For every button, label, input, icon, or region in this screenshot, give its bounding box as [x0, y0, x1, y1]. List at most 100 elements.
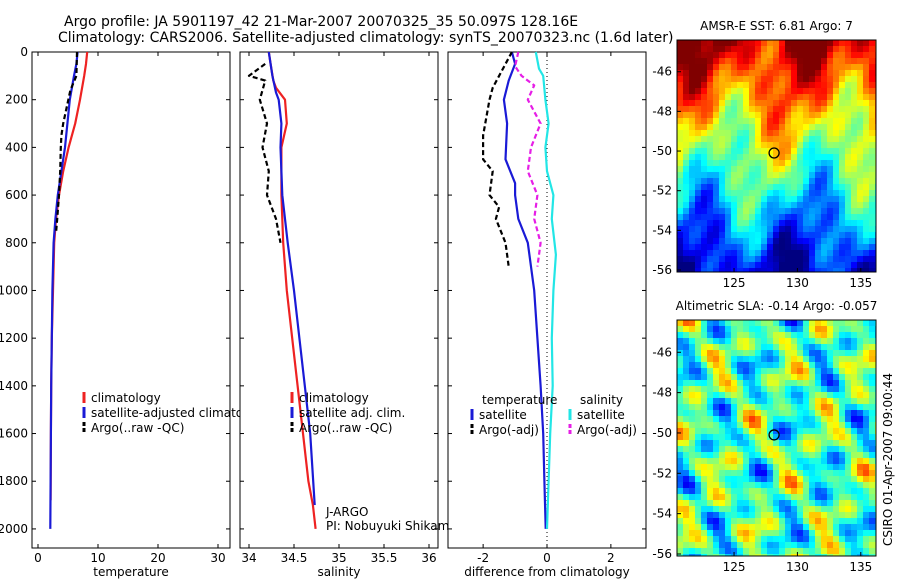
map-cell: [773, 410, 780, 417]
map-cell: [827, 154, 834, 161]
map-cell: [815, 154, 822, 161]
map-cell: [773, 536, 780, 543]
map-cell: [719, 118, 726, 125]
map-cell: [719, 250, 726, 257]
map-cell: [689, 58, 696, 65]
map-cell: [827, 506, 834, 513]
map-cell: [851, 172, 858, 179]
map-cell: [713, 452, 720, 459]
map-cell: [677, 482, 684, 489]
map-cell: [791, 350, 798, 357]
map-cell: [749, 452, 756, 459]
map-cell: [695, 410, 702, 417]
map-cell: [851, 392, 858, 399]
map-cell: [731, 476, 738, 483]
map-cell: [731, 208, 738, 215]
map-cell: [695, 422, 702, 429]
map-cell: [755, 136, 762, 143]
map-cell: [761, 76, 768, 83]
map-cell: [725, 416, 732, 423]
map-cell: [797, 548, 804, 555]
map-cell: [767, 76, 774, 83]
map-cell: [737, 476, 744, 483]
map-cell: [821, 512, 828, 519]
map-cell: [857, 362, 864, 369]
map-cell: [839, 160, 846, 167]
map-cell: [797, 124, 804, 131]
map-cell: [809, 326, 816, 333]
map-cell: [845, 262, 852, 269]
map-cell: [713, 196, 720, 203]
map-cell: [707, 262, 714, 269]
map-cell: [719, 196, 726, 203]
map-cell: [797, 452, 804, 459]
map-cell: [755, 208, 762, 215]
map-cell: [785, 428, 792, 435]
map-cell: [845, 88, 852, 95]
map-cell: [725, 326, 732, 333]
map-cell: [743, 268, 750, 272]
map-cell: [749, 416, 756, 423]
map-cell: [845, 374, 852, 381]
map-cell: [803, 208, 810, 215]
map-cell: [737, 94, 744, 101]
map-cell: [827, 130, 834, 137]
map-cell: [683, 94, 690, 101]
map-cell: [737, 446, 744, 453]
map-cell: [857, 386, 864, 393]
map-cell: [851, 190, 858, 197]
map-cell: [683, 518, 690, 525]
map-cell: [743, 410, 750, 417]
map-cell: [863, 148, 870, 155]
map-cell: [743, 500, 750, 507]
map-cell: [767, 46, 774, 53]
map-cell: [773, 530, 780, 537]
map-cell: [815, 76, 822, 83]
map-cell: [737, 82, 744, 89]
map-cell: [749, 46, 756, 53]
map-cell: [707, 256, 714, 263]
map-cell: [773, 458, 780, 465]
map-cell: [851, 268, 858, 272]
map-cell: [863, 250, 870, 257]
map-cell: [695, 386, 702, 393]
map-cell: [707, 440, 714, 447]
map-cell: [791, 332, 798, 339]
map-cell: [827, 106, 834, 113]
map-cell: [749, 482, 756, 489]
map-y-tick-label: -48: [652, 104, 672, 118]
map-cell: [773, 344, 780, 351]
map-cell: [815, 82, 822, 89]
map-cell: [779, 326, 786, 333]
map-cell: [809, 58, 816, 65]
map-cell: [827, 64, 834, 71]
map-cell: [803, 434, 810, 441]
map-cell: [821, 256, 828, 263]
map-cell: [809, 524, 816, 531]
map-cell: [695, 58, 702, 65]
map-cell: [749, 226, 756, 233]
map-cell: [839, 326, 846, 333]
map-cell: [707, 100, 714, 107]
map-cell: [851, 46, 858, 53]
map-cell: [755, 148, 762, 155]
map-cell: [773, 82, 780, 89]
map-cell: [695, 232, 702, 239]
map-cell: [719, 76, 726, 83]
map-cell: [809, 178, 816, 185]
map-cell: [839, 106, 846, 113]
map-cell: [701, 112, 708, 119]
map-cell: [767, 172, 774, 179]
map-cell: [731, 130, 738, 137]
map-cell: [695, 350, 702, 357]
map-cell: [833, 106, 840, 113]
map-cell: [839, 422, 846, 429]
map-cell: [851, 148, 858, 155]
map-cell: [773, 40, 780, 47]
map-cell: [809, 476, 816, 483]
map-cell: [755, 464, 762, 471]
map-cell: [713, 350, 720, 357]
map-cell: [833, 58, 840, 65]
map-cell: [779, 482, 786, 489]
map-cell: [713, 554, 720, 556]
